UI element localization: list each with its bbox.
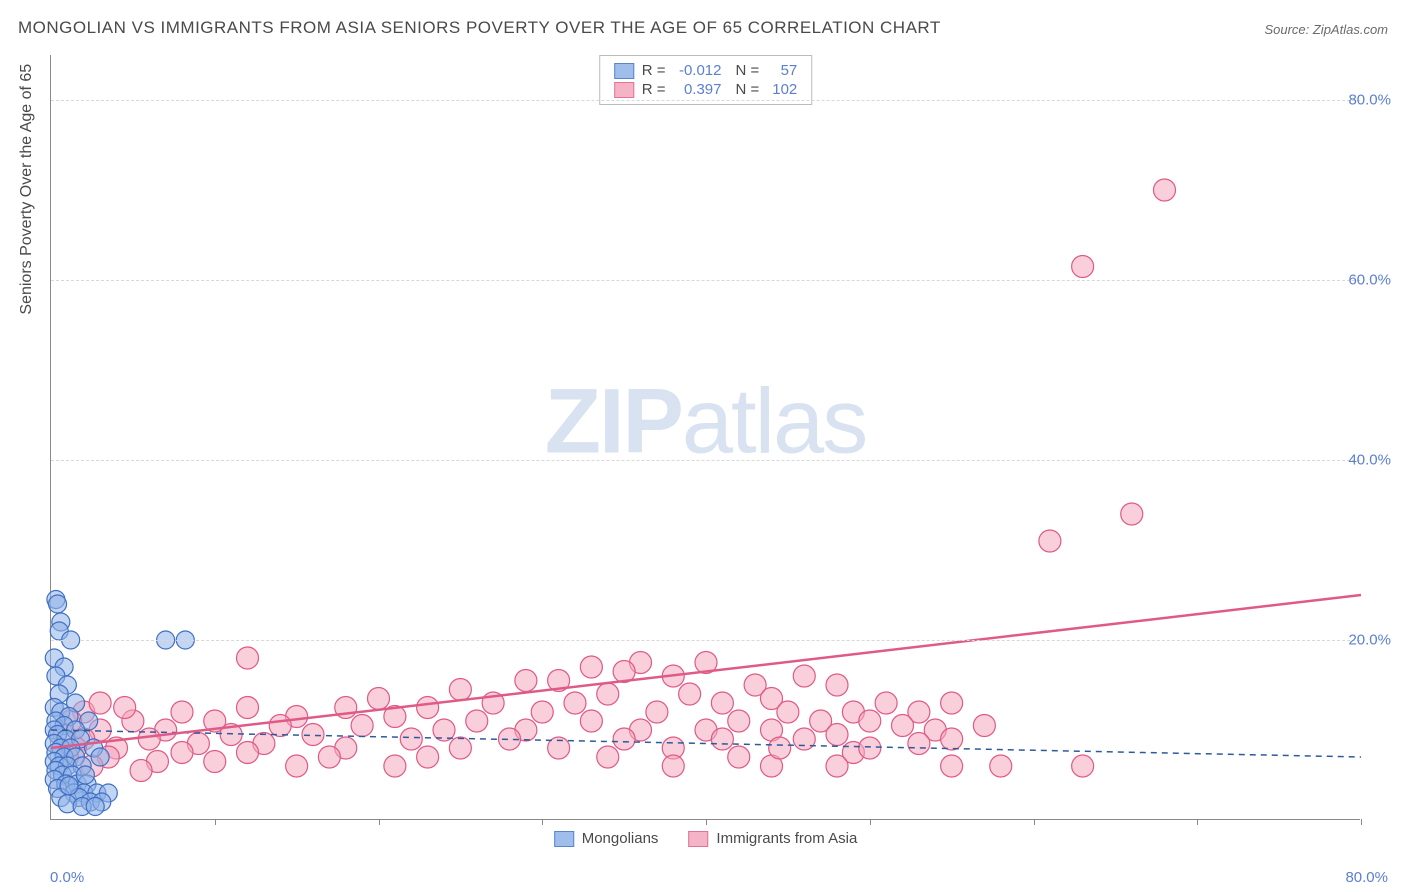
gridline-h bbox=[51, 640, 1360, 641]
data-point bbox=[941, 692, 963, 714]
plot-area: ZIPatlas R = -0.012 N = 57 R = 0.397 N =… bbox=[50, 55, 1360, 820]
data-point bbox=[531, 701, 553, 723]
x-tick-mark bbox=[379, 819, 380, 825]
data-point bbox=[793, 665, 815, 687]
data-point bbox=[1072, 256, 1094, 278]
data-point bbox=[515, 670, 537, 692]
data-point bbox=[580, 710, 602, 732]
data-point bbox=[859, 710, 881, 732]
data-point bbox=[86, 798, 104, 816]
data-point bbox=[1121, 503, 1143, 525]
data-point bbox=[130, 760, 152, 782]
data-point bbox=[60, 777, 78, 795]
data-point bbox=[580, 656, 602, 678]
data-point bbox=[826, 724, 848, 746]
data-point bbox=[973, 715, 995, 737]
data-point bbox=[859, 737, 881, 759]
legend-row-series2: R = 0.397 N = 102 bbox=[614, 81, 798, 98]
data-point bbox=[76, 766, 94, 784]
data-point bbox=[793, 728, 815, 750]
data-point bbox=[597, 746, 619, 768]
x-tick-mark bbox=[1197, 819, 1198, 825]
data-point bbox=[237, 647, 259, 669]
data-point bbox=[662, 755, 684, 777]
data-point bbox=[826, 674, 848, 696]
data-point bbox=[990, 755, 1012, 777]
x-tick-mark bbox=[706, 819, 707, 825]
data-point bbox=[826, 755, 848, 777]
x-tick-mark bbox=[1034, 819, 1035, 825]
x-tick-min: 0.0% bbox=[50, 869, 84, 886]
y-tick-label: 20.0% bbox=[1348, 632, 1391, 649]
data-point bbox=[171, 701, 193, 723]
y-tick-label: 60.0% bbox=[1348, 272, 1391, 289]
data-point bbox=[269, 715, 291, 737]
data-point bbox=[449, 679, 471, 701]
legend-item-series1: Mongolians bbox=[554, 830, 659, 847]
data-point bbox=[417, 697, 439, 719]
data-point bbox=[941, 755, 963, 777]
data-point bbox=[1039, 530, 1061, 552]
data-point bbox=[1154, 179, 1176, 201]
data-point bbox=[89, 692, 111, 714]
data-point bbox=[204, 751, 226, 773]
series-legend: Mongolians Immigrants from Asia bbox=[554, 830, 858, 847]
data-point bbox=[728, 710, 750, 732]
data-point bbox=[384, 755, 406, 777]
x-tick-mark bbox=[215, 819, 216, 825]
correlation-chart: MONGOLIAN VS IMMIGRANTS FROM ASIA SENIOR… bbox=[0, 0, 1406, 892]
data-point bbox=[646, 701, 668, 723]
data-point bbox=[777, 701, 799, 723]
y-axis-label: Seniors Poverty Over the Age of 65 bbox=[18, 64, 36, 315]
data-point bbox=[892, 715, 914, 737]
data-point bbox=[318, 746, 340, 768]
data-point bbox=[286, 755, 308, 777]
data-point bbox=[237, 742, 259, 764]
data-point bbox=[400, 728, 422, 750]
data-point bbox=[1072, 755, 1094, 777]
chart-title: MONGOLIAN VS IMMIGRANTS FROM ASIA SENIOR… bbox=[18, 18, 941, 38]
data-point bbox=[368, 688, 390, 710]
data-point bbox=[613, 728, 635, 750]
swatch-series1 bbox=[614, 63, 634, 79]
data-point bbox=[728, 746, 750, 768]
legend-row-series1: R = -0.012 N = 57 bbox=[614, 62, 798, 79]
x-tick-max: 80.0% bbox=[1345, 869, 1388, 886]
data-point bbox=[351, 715, 373, 737]
data-point bbox=[875, 692, 897, 714]
data-point bbox=[679, 683, 701, 705]
gridline-h bbox=[51, 460, 1360, 461]
data-point bbox=[941, 728, 963, 750]
data-point bbox=[769, 737, 791, 759]
x-tick-mark bbox=[542, 819, 543, 825]
correlation-legend: R = -0.012 N = 57 R = 0.397 N = 102 bbox=[599, 55, 813, 105]
data-point bbox=[449, 737, 471, 759]
data-point bbox=[908, 733, 930, 755]
swatch-series1-bottom bbox=[554, 831, 574, 847]
data-point bbox=[466, 710, 488, 732]
data-point bbox=[711, 728, 733, 750]
data-point bbox=[114, 697, 136, 719]
source-attribution: Source: ZipAtlas.com bbox=[1264, 22, 1388, 37]
data-point bbox=[49, 595, 67, 613]
legend-item-series2: Immigrants from Asia bbox=[688, 830, 857, 847]
data-point bbox=[417, 746, 439, 768]
y-tick-label: 80.0% bbox=[1348, 92, 1391, 109]
data-point bbox=[711, 692, 733, 714]
data-point bbox=[91, 748, 109, 766]
swatch-series2-bottom bbox=[688, 831, 708, 847]
scatter-svg bbox=[51, 55, 1360, 819]
gridline-h bbox=[51, 100, 1360, 101]
y-tick-label: 40.0% bbox=[1348, 452, 1391, 469]
swatch-series2 bbox=[614, 82, 634, 98]
x-tick-mark bbox=[870, 819, 871, 825]
x-tick-mark bbox=[1361, 819, 1362, 825]
data-point bbox=[171, 742, 193, 764]
data-point bbox=[597, 683, 619, 705]
gridline-h bbox=[51, 280, 1360, 281]
data-point bbox=[237, 697, 259, 719]
data-point bbox=[564, 692, 586, 714]
